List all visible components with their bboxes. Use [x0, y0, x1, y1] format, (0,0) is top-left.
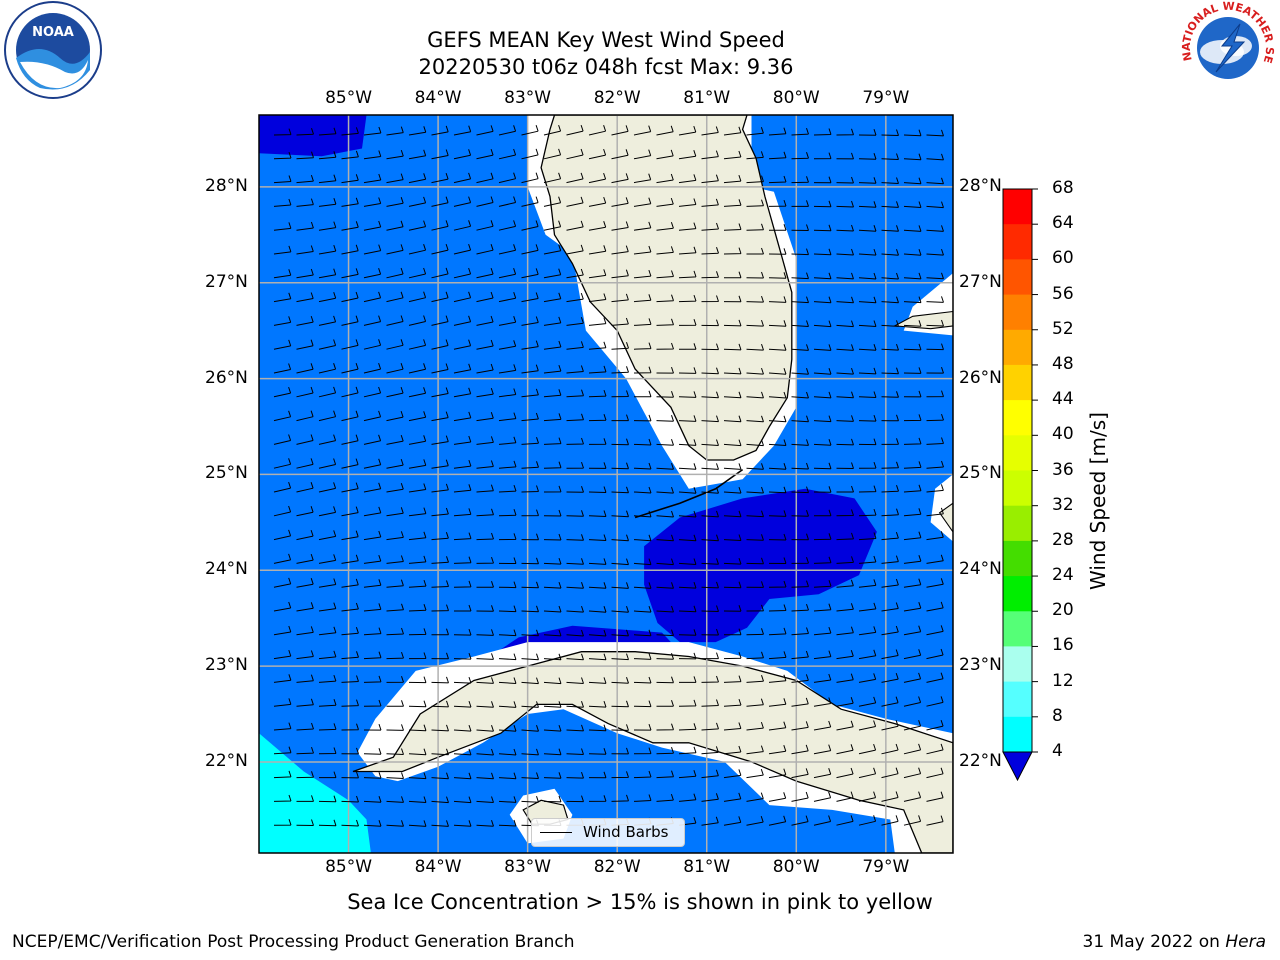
colorbar-segment — [1003, 364, 1032, 401]
lat-label-left: 28°N — [205, 175, 248, 196]
lon-label-top: 84°W — [414, 88, 462, 108]
lat-label-left: 25°N — [205, 463, 248, 484]
land-grand-bahama — [892, 310, 953, 330]
florida-keys — [634, 468, 744, 519]
colorbar-tick-label: 68 — [1052, 178, 1074, 198]
colorbar-segment — [1003, 540, 1032, 577]
colorbar-segment — [1003, 611, 1032, 647]
lon-label-bottom: 79°W — [862, 857, 910, 877]
colorbar-segment — [1003, 224, 1032, 260]
map-frame — [258, 114, 954, 854]
wind-barb-legend-line — [540, 832, 572, 833]
land-andros — [938, 502, 953, 533]
colorbar-segment — [1003, 646, 1032, 683]
lat-label-left: 24°N — [205, 559, 248, 580]
lat-label-left: 23°N — [205, 655, 248, 676]
footer-date: 31 May 2022 on Hera — [1083, 932, 1267, 952]
colorbar-segment — [1003, 259, 1032, 296]
lon-label-bottom: 84°W — [414, 857, 462, 877]
footer-date-text: 31 May 2022 on — [1082, 932, 1220, 952]
lat-label-right: 23°N — [959, 655, 1002, 676]
lon-label-top: 81°W — [683, 88, 731, 108]
colorbar-segment — [1003, 576, 1032, 612]
colorbar-tick-label: 44 — [1052, 389, 1074, 410]
moderate-wind-area-sw — [259, 733, 371, 853]
lon-label-bottom: 83°W — [504, 857, 552, 877]
colorbar-tick-label: 28 — [1052, 529, 1074, 550]
colorbar-segment — [1003, 400, 1032, 436]
wind-barb-legend-label: Wind Barbs — [583, 823, 669, 841]
lat-label-right: 26°N — [959, 367, 1002, 388]
footer-host: Hera — [1225, 932, 1266, 952]
colorbar-segment — [1003, 681, 1032, 718]
lat-label-right: 25°N — [959, 463, 1002, 484]
colorbar-tick-label: 8 — [1052, 705, 1063, 726]
chart-subtitle: 20220530 t06z 048h fcst Max: 9.36 — [418, 55, 794, 79]
colorbar-tick-label: 32 — [1052, 494, 1074, 515]
footer-producer: NCEP/EMC/Verification Post Processing Pr… — [12, 932, 575, 952]
colorbar-segment — [1003, 189, 1032, 225]
colorbar-segment — [1003, 505, 1032, 542]
colorbar-segment — [1003, 294, 1032, 331]
lon-label-top: 80°W — [772, 88, 820, 108]
lat-label-right: 22°N — [959, 750, 1002, 771]
colorbar-tick-label: 4 — [1052, 741, 1063, 761]
colorbar-tick-label: 20 — [1052, 600, 1074, 621]
lat-label-right: 28°N — [959, 175, 1002, 196]
colorbar-tick-label: 36 — [1052, 459, 1074, 480]
lon-label-bottom: 85°W — [325, 857, 373, 877]
colorbar-label: Wind Speed [m/s] — [1086, 412, 1110, 590]
caption: Sea Ice Concentration > 15% is shown in … — [347, 890, 933, 914]
lat-label-left: 22°N — [205, 750, 248, 771]
map-legend: Wind Barbs — [531, 818, 685, 847]
colorbar-segment — [1003, 716, 1032, 753]
colorbar-tick-label: 16 — [1052, 635, 1074, 656]
lat-label-left: 26°N — [205, 367, 248, 388]
lat-label-right: 24°N — [959, 559, 1002, 580]
lon-label-bottom: 82°W — [593, 857, 641, 877]
colorbar-tick-label: 60 — [1052, 248, 1074, 269]
lat-label-right: 27°N — [959, 271, 1002, 292]
low-wind-area-nw — [259, 115, 367, 157]
lon-label-bottom: 80°W — [772, 857, 820, 877]
colorbar-under-triangle — [1002, 751, 1033, 782]
colorbar-segment — [1003, 470, 1032, 507]
colorbar-segment — [1003, 435, 1032, 471]
colorbar-tick-label: 64 — [1052, 213, 1074, 234]
colorbar-tick-label: 48 — [1052, 353, 1074, 374]
lon-label-top: 83°W — [504, 88, 552, 108]
lon-label-top: 79°W — [862, 88, 910, 108]
lat-label-left: 27°N — [205, 271, 248, 292]
colorbar-tick-label: 40 — [1052, 424, 1074, 445]
lon-label-top: 82°W — [593, 88, 641, 108]
colorbar-tick-label: 56 — [1052, 283, 1074, 304]
low-wind-area-straits — [644, 488, 877, 643]
wind-barb-field — [273, 124, 944, 827]
wind-barbs — [273, 124, 944, 827]
chart-title: GEFS MEAN Key West Wind Speed — [427, 28, 785, 52]
colorbar-segment — [1003, 329, 1032, 366]
lon-label-bottom: 81°W — [683, 857, 731, 877]
colorbar-tick-label: 12 — [1052, 670, 1074, 691]
colorbar-tick-label: 24 — [1052, 565, 1074, 586]
lon-label-top: 85°W — [325, 88, 373, 108]
colorbar-tick-label: 52 — [1052, 318, 1074, 339]
